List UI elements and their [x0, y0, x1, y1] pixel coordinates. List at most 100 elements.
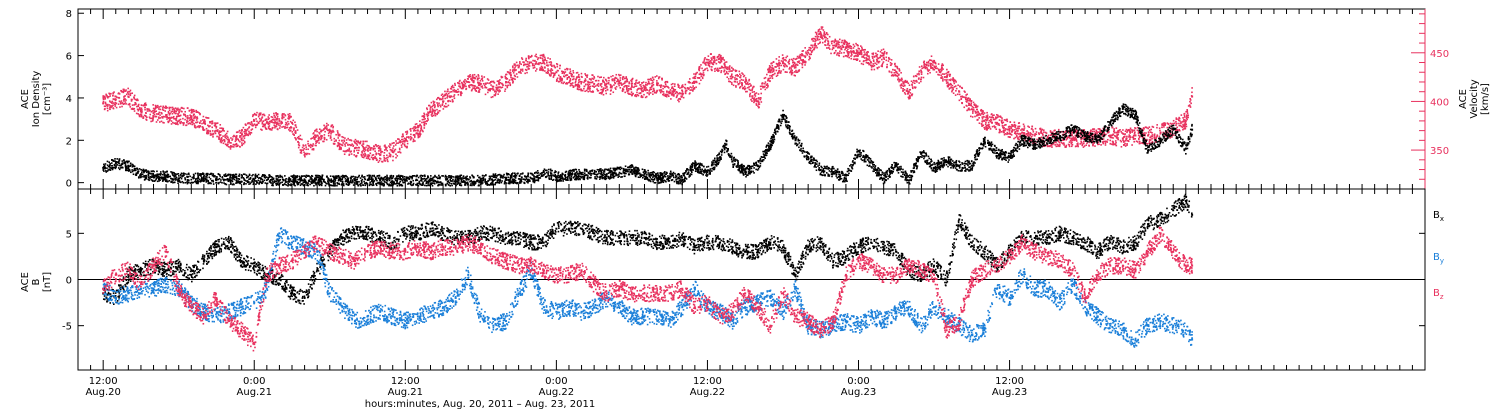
- velocity-series-sample: [809, 53, 811, 56]
- velocity-series-sample: [981, 112, 983, 115]
- velocity-series-sample: [508, 72, 511, 75]
- velocity-series-sample: [701, 73, 703, 76]
- velocity-series-sample: [687, 88, 690, 90]
- velocity-series-sample: [219, 127, 221, 129]
- velocity-series-sample: [528, 61, 531, 63]
- velocity-series-sample: [803, 61, 806, 64]
- velocity-series-sample: [1103, 131, 1106, 134]
- velocity-series-sample: [730, 81, 733, 84]
- velocity-series-sample: [210, 132, 212, 135]
- velocity-series-sample: [441, 93, 444, 96]
- velocity-series-sample: [1038, 133, 1041, 136]
- velocity-series-sample: [810, 44, 812, 47]
- velocity-series-sample: [852, 47, 855, 49]
- velocity-series-sample: [678, 98, 680, 100]
- velocity-series-sample: [1183, 123, 1186, 126]
- velocity-series-sample: [413, 133, 416, 136]
- velocity-series-sample: [1166, 122, 1169, 124]
- velocity-series-sample: [1079, 134, 1082, 136]
- velocity-series-sample: [778, 61, 780, 64]
- velocity-series-sample: [651, 82, 653, 85]
- velocity-series-sample: [671, 90, 674, 93]
- velocity-series-sample: [209, 134, 212, 136]
- velocity-series-point: [555, 71, 558, 74]
- velocity-series-sample: [209, 122, 211, 124]
- velocity-series-sample: [119, 101, 122, 103]
- velocity-series-sample: [391, 142, 394, 145]
- velocity-series-sample: [474, 85, 476, 88]
- velocity-series-sample: [297, 137, 300, 140]
- velocity-series-sample: [417, 136, 420, 139]
- velocity-series-sample: [1184, 122, 1186, 125]
- velocity-series-sample: [804, 55, 807, 57]
- velocity-series-sample: [660, 77, 663, 80]
- velocity-series-sample: [631, 78, 634, 81]
- velocity-series-sample: [937, 73, 939, 76]
- velocity-series-sample: [667, 91, 670, 93]
- velocity-series-sample: [602, 87, 605, 89]
- velocity-series-sample: [983, 112, 986, 114]
- velocity-series-sample: [763, 86, 766, 88]
- velocity-series-sample: [321, 129, 323, 132]
- velocity-tick-label: 400: [1430, 97, 1449, 108]
- velocity-series-sample: [161, 112, 163, 115]
- velocity-series-sample: [155, 113, 158, 115]
- velocity-series-sample: [318, 131, 320, 134]
- velocity-series-sample: [197, 125, 200, 127]
- velocity-series-sample: [679, 87, 681, 89]
- velocity-series-sample: [267, 123, 270, 126]
- velocity-series-sample: [1109, 142, 1112, 145]
- velocity-series-sample: [578, 79, 580, 81]
- velocity-series-sample: [850, 50, 852, 52]
- velocity-series-sample: [1093, 142, 1095, 144]
- velocity-series-sample: [475, 75, 478, 78]
- velocity-series-sample: [303, 151, 305, 154]
- velocity-series-sample: [278, 122, 280, 125]
- velocity-series-sample: [232, 135, 234, 138]
- velocity-series-sample: [310, 137, 312, 140]
- velocity-series-sample: [702, 69, 705, 72]
- velocity-series-sample: [441, 104, 443, 106]
- velocity-series-sample: [131, 107, 134, 110]
- velocity-series-sample: [209, 130, 211, 132]
- velocity-series-sample: [473, 87, 475, 90]
- velocity-series-sample: [123, 90, 126, 92]
- velocity-series-sample: [518, 64, 520, 66]
- velocity-series-sample: [114, 101, 117, 104]
- velocity-series-sample: [317, 135, 319, 137]
- velocity-series-sample: [933, 65, 936, 68]
- velocity-series-sample: [585, 89, 588, 92]
- velocity-series-sample: [423, 116, 426, 119]
- velocity-series-sample: [569, 77, 572, 80]
- velocity-series-sample: [294, 121, 296, 124]
- velocity-series-sample: [695, 81, 698, 84]
- velocity-series-sample: [253, 123, 256, 125]
- velocity-series-sample: [728, 67, 731, 70]
- velocity-series-sample: [1103, 135, 1106, 138]
- velocity-series-sample: [973, 103, 976, 106]
- velocity-series-sample: [804, 47, 806, 49]
- velocity-series-sample: [1186, 109, 1188, 111]
- velocity-series-sample: [571, 73, 573, 76]
- velocity-series-sample: [909, 92, 912, 94]
- velocity-series-sample: [458, 80, 461, 83]
- velocity-series-sample: [667, 94, 669, 96]
- velocity-series-sample: [719, 56, 722, 58]
- velocity-series-sample: [432, 114, 435, 117]
- velocity-series-sample: [1031, 125, 1033, 128]
- velocity-series-sample: [1182, 125, 1185, 127]
- velocity-series-sample: [176, 121, 179, 123]
- velocity-series-sample: [711, 66, 713, 68]
- velocity-series-sample: [129, 92, 132, 95]
- velocity-series-sample: [161, 116, 163, 118]
- velocity-series-sample: [708, 59, 710, 61]
- velocity-series-sample: [641, 96, 644, 98]
- velocity-series-sample: [226, 130, 229, 133]
- velocity-series-sample: [821, 28, 823, 30]
- velocity-series-sample: [853, 45, 856, 48]
- velocity-series-sample: [1131, 144, 1133, 146]
- velocity-series-sample: [1089, 130, 1092, 132]
- velocity-series-sample: [775, 75, 778, 78]
- velocity-series-sample: [438, 110, 441, 112]
